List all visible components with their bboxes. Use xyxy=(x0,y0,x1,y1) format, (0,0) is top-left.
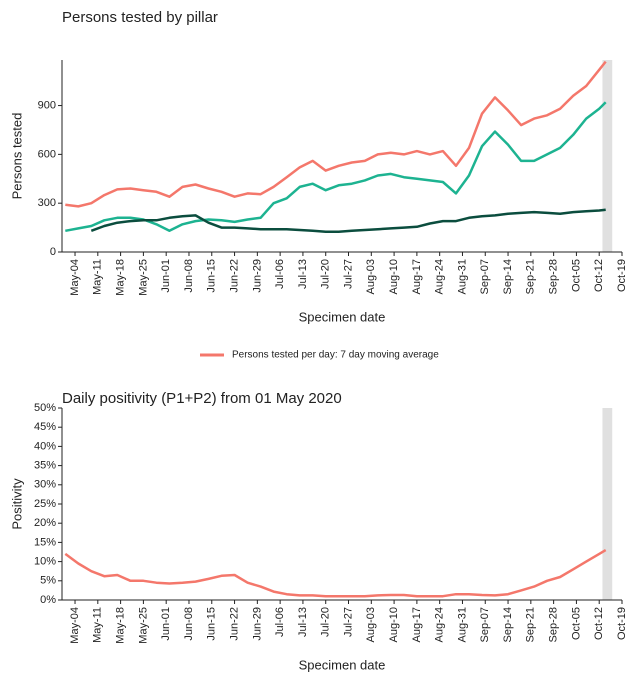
x-tick-label: May-25 xyxy=(137,259,149,296)
x-tick-label: Jul-20 xyxy=(320,259,332,289)
x-tick-label: Oct-19 xyxy=(616,259,628,292)
x-tick-label: Jun-29 xyxy=(251,607,263,641)
y-tick-label: 5% xyxy=(40,575,56,587)
x-tick-label: Sep-28 xyxy=(548,607,560,642)
x-axis-label: Specimen date xyxy=(299,309,386,324)
x-tick-label: Sep-07 xyxy=(479,607,491,642)
x-tick-label: Jun-22 xyxy=(228,259,240,293)
y-axis-label: Positivity xyxy=(9,478,24,530)
shaded-region xyxy=(602,408,613,600)
x-tick-label: May-11 xyxy=(92,259,104,295)
x-tick-label: Aug-03 xyxy=(365,259,377,294)
y-axis-label: Persons tested xyxy=(9,113,24,200)
x-tick-label: Jun-01 xyxy=(160,607,172,641)
x-tick-label: Jul-13 xyxy=(297,259,309,289)
x-tick-label: May-18 xyxy=(115,259,127,296)
series-line xyxy=(65,60,607,208)
y-tick-label: 35% xyxy=(34,460,56,472)
y-tick-label: 10% xyxy=(34,556,56,568)
x-tick-label: Aug-10 xyxy=(388,259,400,294)
x-tick-label: Sep-14 xyxy=(502,259,514,294)
y-tick-label: 45% xyxy=(34,421,56,433)
x-tick-label: Sep-21 xyxy=(525,259,537,294)
x-tick-label: Sep-21 xyxy=(525,607,537,642)
chart-title: Persons tested by pillar xyxy=(62,9,218,26)
x-tick-label: Oct-05 xyxy=(570,259,582,292)
y-tick-label: 0% xyxy=(40,594,56,606)
y-tick-label: 0 xyxy=(50,246,56,258)
y-tick-label: 50% xyxy=(34,402,56,414)
x-tick-label: Aug-17 xyxy=(411,607,423,642)
x-tick-label: Oct-19 xyxy=(616,607,628,640)
legend-label: Persons tested per day: 7 day moving ave… xyxy=(232,350,439,361)
x-tick-label: Jun-15 xyxy=(206,259,218,293)
x-tick-label: Aug-10 xyxy=(388,607,400,642)
series-line xyxy=(64,549,607,598)
x-tick-label: Aug-31 xyxy=(456,607,468,642)
y-tick-label: 20% xyxy=(34,517,56,529)
series-line xyxy=(90,208,606,233)
x-tick-label: Jul-06 xyxy=(274,259,286,289)
x-tick-label: May-04 xyxy=(69,607,81,644)
x-tick-label: Jul-06 xyxy=(274,607,286,637)
x-tick-label: Jul-27 xyxy=(342,607,354,637)
x-tick-label: Sep-14 xyxy=(502,607,514,642)
x-tick-label: Aug-31 xyxy=(456,259,468,294)
x-tick-label: Aug-24 xyxy=(434,259,446,294)
y-tick-label: 30% xyxy=(34,479,56,491)
x-tick-label: Jun-22 xyxy=(228,607,240,641)
x-tick-label: May-18 xyxy=(115,607,127,644)
x-tick-label: Jun-15 xyxy=(206,607,218,641)
y-tick-label: 25% xyxy=(34,498,56,510)
y-tick-label: 300 xyxy=(38,197,56,209)
x-tick-label: Jul-27 xyxy=(342,259,354,289)
x-tick-label: Jun-08 xyxy=(183,607,195,641)
x-axis-label: Specimen date xyxy=(299,657,386,672)
x-tick-label: May-25 xyxy=(137,607,149,644)
x-tick-label: Sep-28 xyxy=(548,259,560,294)
x-tick-label: Jul-20 xyxy=(320,607,332,637)
x-tick-label: Oct-12 xyxy=(593,259,605,292)
x-tick-label: May-04 xyxy=(69,259,81,296)
series-line xyxy=(65,101,607,233)
y-tick-label: 40% xyxy=(34,440,56,452)
x-tick-label: Jun-29 xyxy=(251,259,263,293)
x-tick-label: Jun-08 xyxy=(183,259,195,293)
x-tick-label: May-11 xyxy=(92,607,104,643)
x-tick-label: Jun-01 xyxy=(160,259,172,293)
x-tick-label: Aug-24 xyxy=(434,607,446,642)
y-tick-label: 15% xyxy=(34,536,56,548)
x-tick-label: Oct-12 xyxy=(593,607,605,640)
shaded-region xyxy=(602,60,613,252)
chart-title: Daily positivity (P1+P2) from 01 May 202… xyxy=(62,390,342,407)
y-tick-label: 600 xyxy=(38,148,56,160)
x-tick-label: Aug-03 xyxy=(365,607,377,642)
y-tick-label: 900 xyxy=(38,99,56,111)
x-tick-label: Jul-13 xyxy=(297,607,309,637)
x-tick-label: Oct-05 xyxy=(570,607,582,640)
x-tick-label: Aug-17 xyxy=(411,259,423,294)
x-tick-label: Sep-07 xyxy=(479,259,491,294)
